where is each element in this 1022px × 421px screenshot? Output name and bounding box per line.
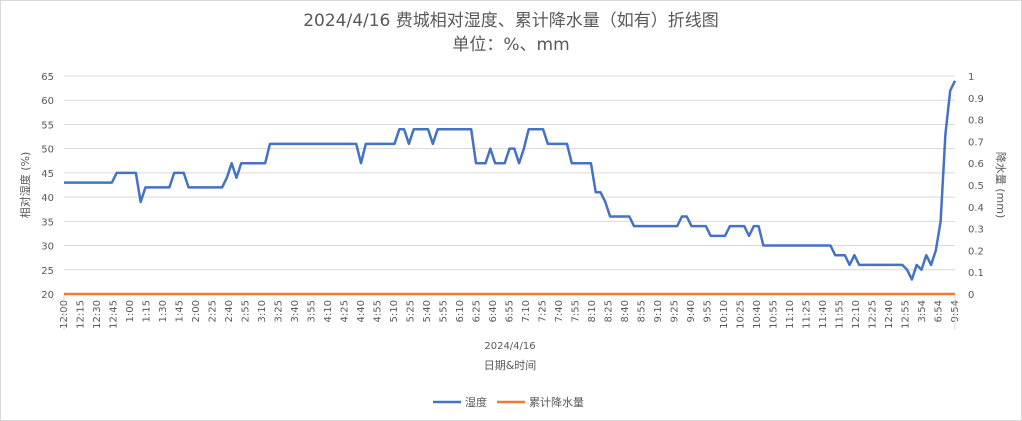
x-tick-label: 12:15 [76,300,87,329]
y-tick-label: 55 [41,120,54,131]
y2-tick-label: 0.4 [968,203,984,214]
x-tick-label: 10:55 [769,300,780,329]
x-tick-label: 8:25 [604,300,615,322]
x-tick-label: 12:45 [109,300,120,329]
y-tick-label: 30 [41,242,54,253]
x-tick-label: 5:25 [406,300,417,322]
x-tick-label: 3:25 [274,300,285,322]
y-tick-label: 20 [41,290,54,301]
x-tick-label: 11:25 [802,300,813,329]
y2-tick-label: 0.7 [968,137,984,148]
x-tick-label: 6:54 [934,300,945,322]
x-tick-label: 10:10 [719,300,730,329]
y-axis-title: 相对湿度 (%) [18,152,32,219]
x-tick-label: 3:10 [257,300,268,322]
x-tick-label: 11:10 [785,300,796,329]
x-tick-label: 11:55 [835,300,846,329]
y-tick-label: 60 [41,96,54,107]
y-axis-right: 0 0.1 0.2 0.3 0.4 0.5 0.6 0.7 0.8 0.9 1 [968,72,984,301]
series-line-humidity [64,80,957,281]
x-tick-label: 1:15 [142,300,153,322]
x-tick-label: 5:10 [389,300,400,322]
x-tick-label: 2:25 [208,300,219,322]
x-tick-label: 2:55 [241,300,252,322]
y2-axis-title: 降水量 (mm) [994,152,1008,219]
x-tick-label: 2:00 [191,300,202,322]
x-tick-label: 9:25 [670,300,681,322]
x-axis-date-label: 2024/4/16 [484,341,535,352]
y2-tick-label: 1 [968,72,974,83]
y-tick-label: 45 [41,169,54,180]
x-tick-label: 10:40 [752,300,763,329]
x-tick-label: 10:25 [736,300,747,329]
x-tick-label: 3:55 [307,300,318,322]
chart-subtitle: 单位：%、mm [452,35,569,55]
y2-tick-label: 0.2 [968,246,984,257]
y2-tick-label: 0.6 [968,159,984,170]
legend: 湿度 累计降水量 [433,395,584,409]
x-tick-label: 3:54 [917,300,928,322]
x-tick-label: 4:40 [356,300,367,322]
x-tick-label: 1:00 [125,300,136,322]
x-tick-label: 12:30 [92,300,103,329]
x-tick-label: 9:55 [703,300,714,322]
y2-tick-label: 0.8 [968,116,984,127]
x-tick-label: 12:10 [851,300,862,329]
x-tick-label: 5:40 [422,300,433,322]
x-axis: 12:0012:1512:3012:451:001:151:301:452:00… [59,294,961,330]
y2-tick-label: 0.3 [968,225,984,236]
y2-tick-label: 0.1 [968,268,984,279]
gridlines [64,75,955,295]
x-tick-label: 9:10 [653,300,664,322]
x-tick-label: 1:45 [175,300,186,322]
y-tick-label: 25 [41,266,54,277]
x-tick-label: 7:40 [554,300,565,322]
x-tick-label: 7:10 [521,300,532,322]
series-layer [64,80,957,296]
x-tick-label: 12:25 [868,300,879,329]
y2-tick-label: 0 [968,290,974,301]
chart-title: 2024/4/16 费城相对湿度、累计降水量（如有）折线图 [303,11,719,31]
x-tick-label: 4:55 [373,300,384,322]
x-tick-label: 3:40 [290,300,301,322]
x-tick-label: 4:25 [340,300,351,322]
y2-tick-label: 0.5 [968,181,984,192]
x-axis-title: 日期&时间 [484,359,537,372]
legend-label-humidity: 湿度 [465,395,487,409]
x-tick-label: 9:40 [686,300,697,322]
y2-tick-label: 0.9 [968,94,984,105]
x-tick-label: 6:40 [488,300,499,322]
x-tick-label: 5:55 [439,300,450,322]
x-tick-label: 7:55 [571,300,582,322]
y-tick-label: 65 [41,72,54,83]
x-tick-label: 11:40 [818,300,829,329]
x-tick-label: 1:30 [158,300,169,322]
x-tick-label: 2:40 [224,300,235,322]
x-tick-label: 12:55 [901,300,912,329]
x-tick-label: 6:10 [455,300,466,322]
y-tick-label: 35 [41,217,54,228]
x-tick-label: 12:40 [884,300,895,329]
y-tick-label: 50 [41,145,54,156]
x-tick-label: 8:55 [637,300,648,322]
x-tick-label: 8:10 [587,300,598,322]
x-tick-label: 4:10 [323,300,334,322]
x-tick-label: 7:25 [538,300,549,322]
legend-label-precipitation: 累计降水量 [529,395,584,409]
x-tick-label: 8:40 [620,300,631,322]
y-axis-left: 20 25 30 35 40 45 50 55 60 65 [41,72,54,301]
x-tick-label: 6:25 [472,300,483,322]
y-tick-label: 40 [41,193,54,204]
x-tick-label: 6:55 [505,300,516,322]
